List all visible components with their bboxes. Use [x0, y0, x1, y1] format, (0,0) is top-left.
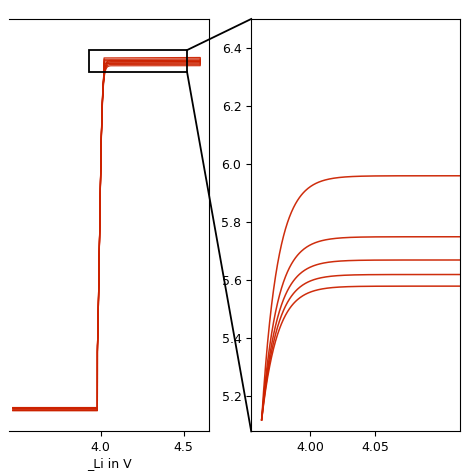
X-axis label: _Li in V: _Li in V: [87, 457, 131, 470]
Bar: [89, 50, 187, 72]
